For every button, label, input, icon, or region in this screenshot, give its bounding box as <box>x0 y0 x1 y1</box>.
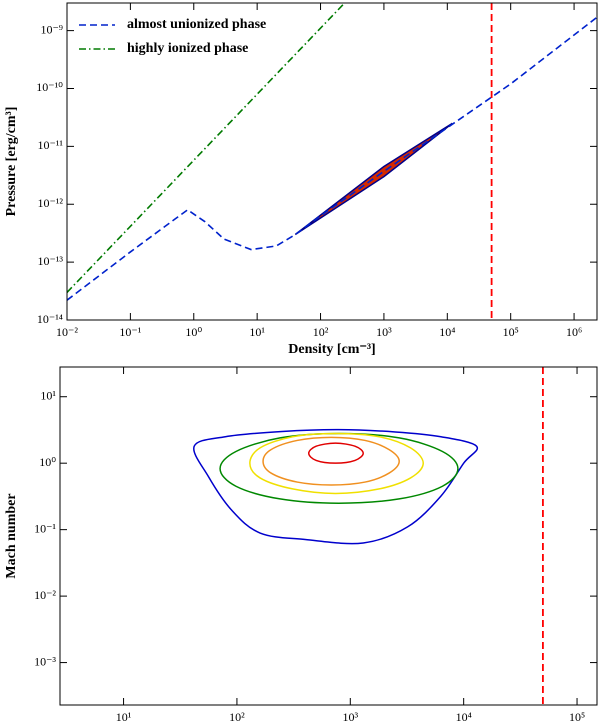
x-tick-label: 10⁻¹ <box>119 325 141 339</box>
legend-label: almost unionized phase <box>127 17 266 32</box>
contour <box>219 432 459 504</box>
x-tick-label: 10⁶ <box>566 325 582 339</box>
x-tick-label: 10⁴ <box>439 325 455 339</box>
x-tick-label: 10⁰ <box>185 325 202 339</box>
y-tick-label: 10⁻¹¹ <box>37 138 63 152</box>
y-tick-label: 10⁻¹³ <box>37 254 63 268</box>
contour <box>262 436 400 486</box>
series-line <box>67 3 346 293</box>
y-axis-label: Mach number <box>4 493 19 578</box>
plot-area <box>67 3 597 320</box>
x-tick-label: 10³ <box>376 325 392 339</box>
y-axis-label: Pressure [erg/cm³] <box>4 107 19 217</box>
y-tick-label: 10¹ <box>40 388 56 402</box>
x-tick-label: 10² <box>313 325 329 339</box>
plot-area <box>193 367 544 705</box>
x-tick-label: 10¹ <box>116 710 132 724</box>
contour <box>307 442 364 464</box>
x-axis-label: Density [cm⁻³] <box>288 342 375 357</box>
contour <box>249 432 424 495</box>
legend-label: highly ionized phase <box>127 41 248 56</box>
x-tick-label: 10² <box>229 710 245 724</box>
y-tick-label: 10⁻¹⁰ <box>36 80 63 94</box>
y-tick-label: 10⁰ <box>39 455 56 469</box>
x-tick-label: 10⁻² <box>56 325 78 339</box>
y-tick-label: 10⁻² <box>34 588 56 602</box>
x-tick-label: 10⁵ <box>503 325 519 339</box>
x-tick-label: 10¹ <box>249 325 265 339</box>
x-tick-label: 10⁴ <box>456 710 472 724</box>
x-tick-label: 10³ <box>342 710 358 724</box>
series-line <box>67 16 597 301</box>
y-tick-label: 10⁻³ <box>34 654 56 668</box>
y-tick-label: 10⁻¹² <box>37 196 63 210</box>
y-tick-label: 10⁻⁹ <box>40 22 63 36</box>
y-tick-label: 10⁻¹⁴ <box>37 312 63 326</box>
axes-frame <box>66 2 598 321</box>
y-tick-label: 10⁻¹ <box>34 521 56 535</box>
x-tick-label: 10⁵ <box>569 710 585 724</box>
axes-frame <box>59 366 598 706</box>
